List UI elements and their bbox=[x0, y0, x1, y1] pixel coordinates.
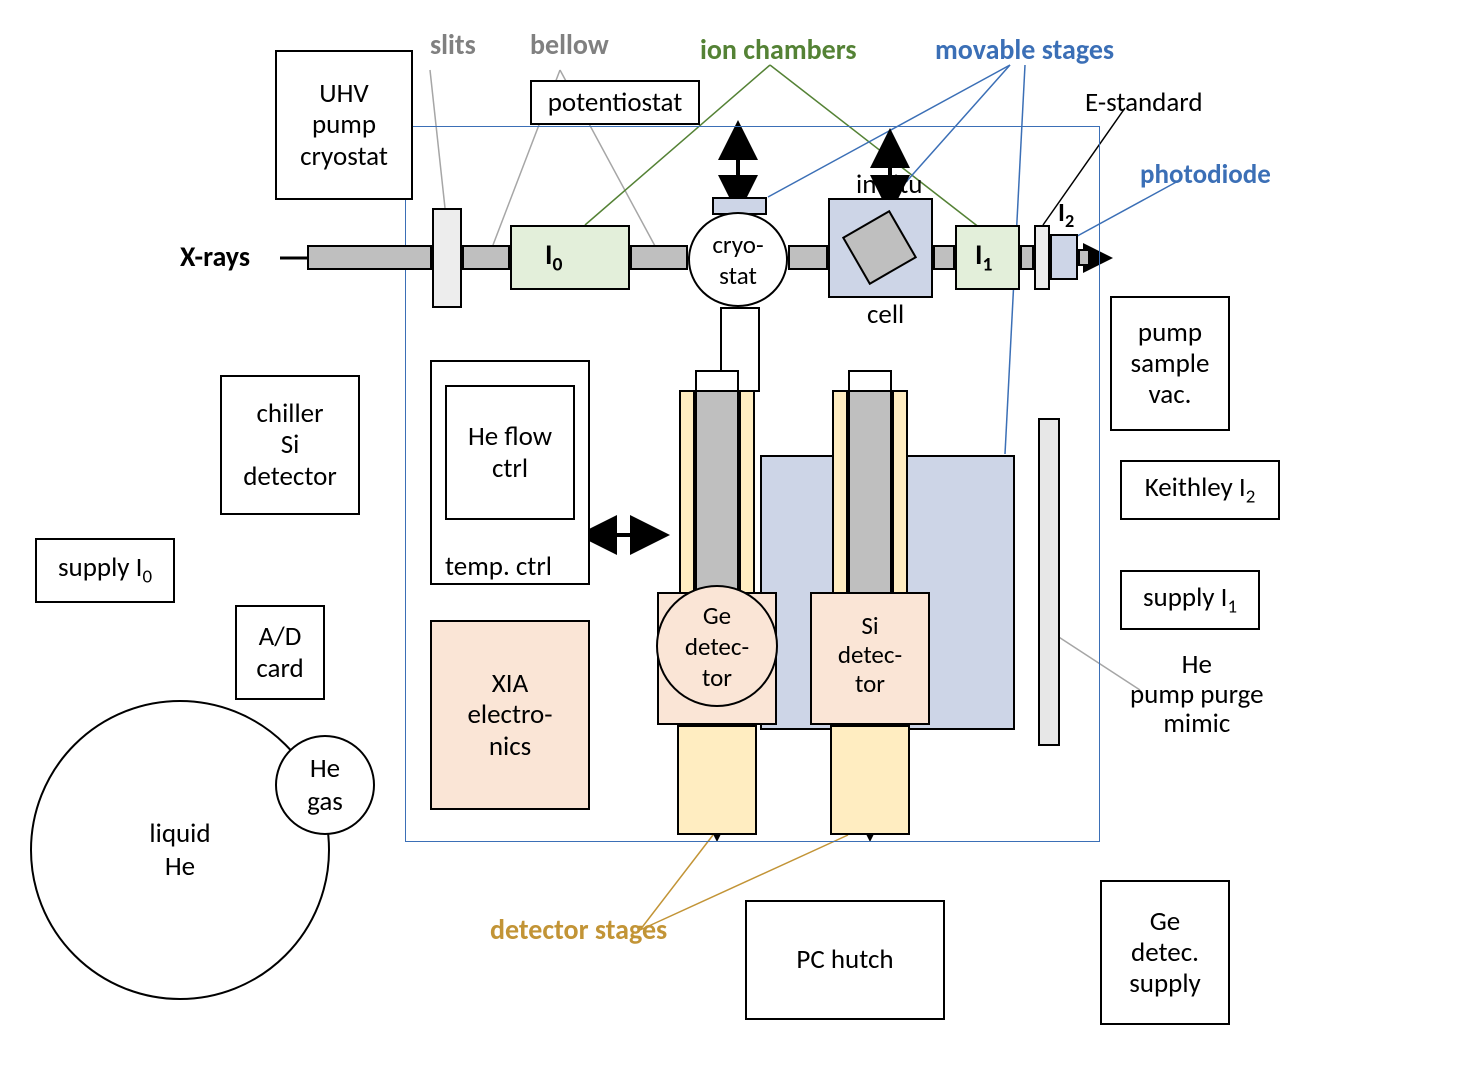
keithley-label: Keithley I2 bbox=[1145, 472, 1256, 508]
supply-i1-label: supply I1 bbox=[1143, 582, 1237, 618]
liquid-he-circle: liquidHe bbox=[30, 700, 330, 1000]
bellow-label: bellow bbox=[530, 30, 609, 61]
si-feed bbox=[848, 370, 892, 392]
ge-feed bbox=[695, 370, 739, 392]
liquid-he-label: liquidHe bbox=[149, 817, 210, 883]
ge-col-side bbox=[739, 390, 755, 615]
he-gas-circle: Hegas bbox=[275, 735, 375, 835]
potentiostat-label: potentiostat bbox=[548, 87, 683, 118]
beam-segment bbox=[630, 245, 688, 270]
potentiostat-box: potentiostat bbox=[530, 80, 700, 125]
he-flow-ctrl-box: He flowctrl bbox=[445, 385, 575, 520]
beam-segment bbox=[1020, 245, 1034, 270]
slit bbox=[432, 208, 462, 308]
slits-label: slits bbox=[430, 30, 476, 61]
he-purge-strip bbox=[1038, 418, 1060, 746]
he-gas-label: Hegas bbox=[307, 752, 343, 818]
ge-detec-supply-label: Gedetec.supply bbox=[1129, 906, 1201, 999]
xia-label: XIAelectro-nics bbox=[467, 668, 552, 761]
si-detector-box: Sidetec-tor bbox=[810, 592, 930, 725]
si-col-side bbox=[832, 390, 848, 615]
si-stage bbox=[830, 725, 910, 835]
diagram-canvas: UHVpumpcryostat potentiostat chillerSide… bbox=[0, 0, 1478, 1083]
temp-ctrl-label: temp. ctrl bbox=[445, 552, 552, 582]
photodiode-i2 bbox=[1050, 234, 1078, 280]
i2-label: I2 bbox=[1058, 198, 1074, 231]
beam-segment bbox=[307, 245, 432, 270]
supply-i1-box: supply I1 bbox=[1120, 570, 1260, 630]
ge-detector-label: Gedetec-tor bbox=[685, 600, 749, 693]
pc-hutch-box: PC hutch bbox=[745, 900, 945, 1020]
e-standard-label: E-standard bbox=[1085, 88, 1203, 118]
si-col-side bbox=[892, 390, 908, 615]
beam-segment bbox=[933, 245, 955, 270]
si-column bbox=[848, 390, 892, 615]
ad-card-box: A/Dcard bbox=[235, 605, 325, 700]
beam-segment bbox=[1078, 249, 1090, 266]
ge-detec-supply-box: Gedetec.supply bbox=[1100, 880, 1230, 1025]
ge-col-side bbox=[679, 390, 695, 615]
uhv-pump-cryostat-box: UHVpumpcryostat bbox=[275, 50, 413, 200]
ge-detector-circle: Gedetec-tor bbox=[656, 585, 778, 707]
he-flow-label: He flowctrl bbox=[468, 421, 552, 483]
e-standard-slab bbox=[1034, 225, 1050, 290]
photodiode-label: photodiode bbox=[1140, 160, 1271, 190]
xrays-label: X-rays bbox=[180, 242, 250, 273]
ad-card-label: A/Dcard bbox=[256, 621, 303, 683]
ion-chambers-label: ion chambers bbox=[700, 35, 857, 66]
ge-stage bbox=[677, 725, 757, 835]
pump-sample-label: pumpsamplevac. bbox=[1131, 317, 1210, 410]
xia-electronics-box: XIAelectro-nics bbox=[430, 620, 590, 810]
ge-column bbox=[695, 390, 739, 615]
ion-chamber-i0 bbox=[510, 225, 630, 290]
beam-segment bbox=[462, 245, 510, 270]
si-detector-label: Sidetec-tor bbox=[812, 594, 928, 698]
i1-label: I1 bbox=[975, 240, 992, 276]
i0-label: I0 bbox=[545, 240, 562, 276]
supply-i0-box: supply I0 bbox=[35, 538, 175, 603]
detector-stages-label: detector stages bbox=[490, 915, 667, 946]
movable-stages-label: movable stages bbox=[935, 35, 1114, 66]
chiller-label: chillerSidetector bbox=[243, 398, 337, 491]
supply-i0-label: supply I0 bbox=[58, 552, 152, 588]
keithley-i2-box: Keithley I2 bbox=[1120, 460, 1280, 520]
pc-hutch-label: PC hutch bbox=[796, 944, 893, 975]
cryostat: cryo-stat bbox=[688, 212, 788, 307]
uhv-label: UHVpumpcryostat bbox=[300, 78, 388, 171]
cryostat-label: cryo-stat bbox=[712, 229, 763, 291]
chiller-box: chillerSidetector bbox=[220, 375, 360, 515]
he-pump-purge-label: Hepump purgemimic bbox=[1130, 650, 1264, 739]
beam-segment bbox=[788, 245, 828, 270]
cell-label: cell bbox=[867, 300, 904, 330]
insitu-label: in situ bbox=[856, 170, 922, 200]
pump-sample-vac-box: pumpsamplevac. bbox=[1110, 296, 1230, 431]
